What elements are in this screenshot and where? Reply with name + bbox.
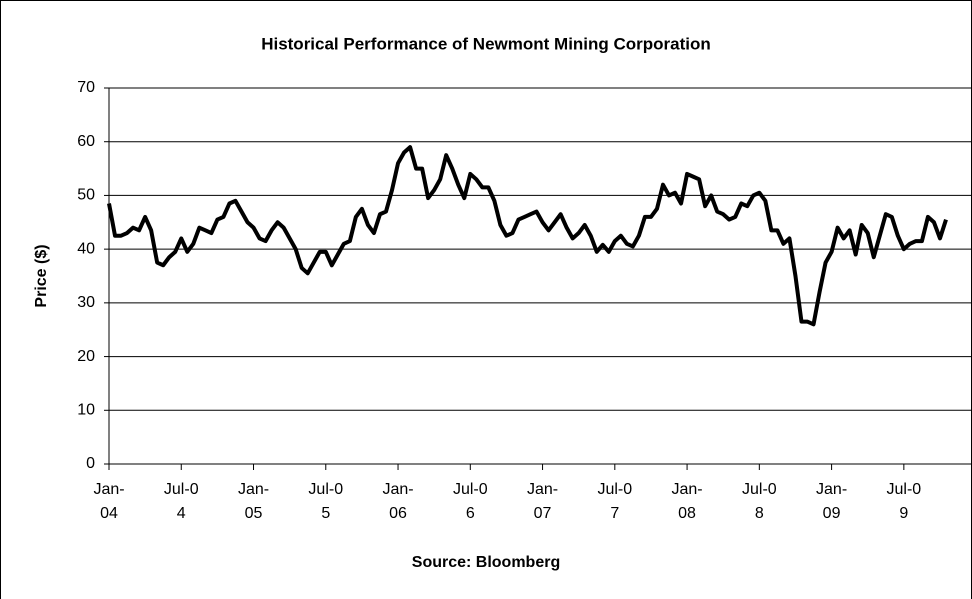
y-tick-label: 60 [77,133,95,150]
x-axis-label: Source: Bloomberg [412,554,560,571]
x-tick-label: Jan-09 [816,481,848,522]
chart-title: Historical Performance of Newmont Mining… [261,34,711,53]
x-tick-label: Jul-07 [597,481,633,522]
y-tick-label: 30 [77,294,95,311]
x-tick-label: Jul-06 [452,481,488,522]
y-tick-label: 0 [86,455,95,472]
y-tick-label: 40 [77,240,95,257]
x-tick-label: Jan-08 [671,481,703,522]
y-tick-label: 50 [77,187,95,204]
y-tick-label: 70 [77,79,95,96]
y-tick-label: 20 [77,348,95,365]
x-tick-label: Jan-07 [526,481,559,522]
price-line [107,145,948,327]
y-tick-label: 10 [77,402,95,419]
x-tick-label: Jan-05 [237,481,270,522]
x-tick-label: Jan-04 [93,481,125,522]
x-tick-label: Jul-04 [163,481,199,522]
x-tick-label: Jul-09 [886,481,922,522]
x-tick-label: Jul-05 [308,481,344,522]
x-tick-label: Jul-08 [741,481,777,522]
y-axis-label: Price ($) [33,244,50,307]
x-tick-label: Jan-06 [382,481,414,522]
